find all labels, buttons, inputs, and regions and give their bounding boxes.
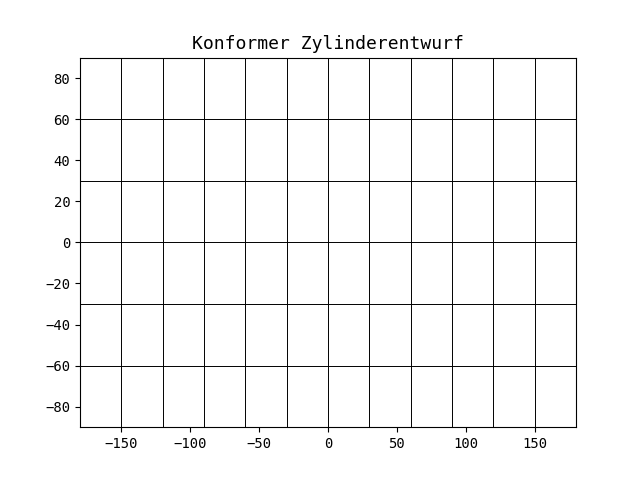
Title: Konformer Zylinderentwurf: Konformer Zylinderentwurf — [192, 35, 464, 53]
